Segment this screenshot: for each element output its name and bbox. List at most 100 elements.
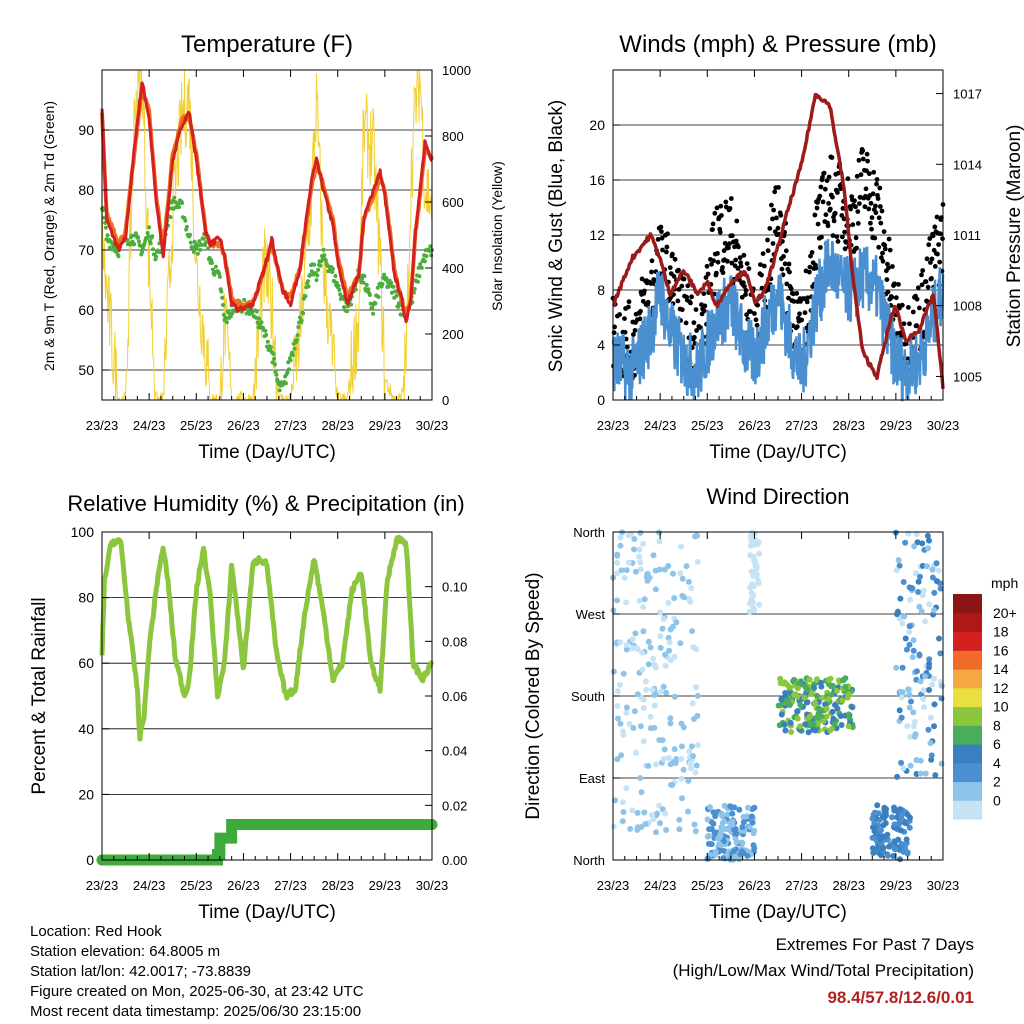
gust-point — [734, 218, 740, 224]
direction-point — [663, 827, 670, 833]
direction-point — [917, 770, 924, 777]
info-location: Location: Red Hook — [30, 923, 162, 940]
direction-point — [884, 852, 891, 859]
direction-point — [673, 619, 680, 626]
dewpoint-point — [305, 279, 310, 284]
dewpoint-point — [180, 201, 185, 205]
gust-point — [659, 235, 665, 241]
dewpoint-point — [389, 290, 394, 295]
colorbar-swatch — [953, 669, 982, 689]
direction-point — [651, 661, 658, 668]
direction-point — [906, 641, 913, 648]
direction-point — [929, 681, 935, 688]
gust-point — [649, 258, 655, 264]
dewpoint-point — [198, 247, 203, 252]
gust-point — [728, 196, 734, 201]
gust-point — [812, 212, 818, 218]
gust-point — [679, 283, 685, 289]
direction-point — [903, 836, 910, 843]
gust-point — [910, 309, 916, 315]
x-tick-label: 23/23 — [86, 878, 119, 893]
direction-point — [906, 623, 913, 630]
dewpoint-point — [296, 325, 301, 330]
direction-point — [692, 828, 699, 835]
direction-point — [783, 697, 790, 704]
gust-point — [744, 261, 750, 266]
direction-point — [893, 567, 900, 574]
gust-point — [676, 267, 681, 273]
direction-point — [717, 842, 724, 849]
gust-point — [781, 254, 786, 259]
gust-point — [820, 174, 825, 180]
dewpoint-point — [148, 241, 153, 246]
dewpoint-point — [231, 308, 236, 313]
direction-point — [907, 596, 914, 603]
gust-point — [915, 285, 921, 291]
direction-point — [657, 820, 663, 827]
dewpoint-point — [265, 339, 270, 344]
direction-point — [787, 719, 794, 726]
direction-point — [744, 813, 750, 820]
direction-point — [687, 760, 694, 767]
dewpoint-point — [391, 284, 396, 289]
direction-point — [916, 603, 923, 610]
direction-point — [650, 552, 657, 559]
direction-point — [681, 594, 687, 601]
dewpoint-point — [308, 273, 313, 277]
gust-point — [935, 251, 940, 257]
dewpoint-point — [368, 301, 373, 306]
gust-point — [788, 286, 794, 292]
gust-point — [874, 177, 880, 182]
gust-point — [857, 201, 862, 207]
direction-point — [831, 721, 838, 728]
y-right-tick-label: 0.00 — [442, 853, 467, 868]
direction-point — [621, 574, 628, 581]
direction-point — [659, 806, 666, 813]
direction-point — [938, 695, 945, 702]
direction-point — [642, 821, 649, 828]
gust-point — [632, 328, 638, 333]
rh-line — [99, 534, 435, 742]
gust-point — [727, 206, 733, 211]
gust-point — [802, 310, 808, 316]
x-tick-label: 27/23 — [785, 878, 818, 893]
y-tick-label: 20 — [78, 786, 94, 802]
colorbar-label: 16 — [993, 642, 1009, 658]
dewpoint-point — [228, 314, 233, 319]
y-right-tick-label: 1008 — [953, 299, 982, 314]
dewpoint-point — [242, 297, 247, 302]
gust-point — [864, 151, 870, 157]
y-tick-label: 20 — [589, 117, 605, 133]
direction-point — [639, 666, 646, 673]
direction-point — [833, 688, 840, 694]
gust-point — [872, 235, 878, 241]
dewpoint-point — [349, 302, 354, 307]
gust-point — [665, 231, 670, 237]
direction-point — [643, 686, 650, 693]
gust-point — [693, 307, 699, 312]
gust-point — [784, 281, 790, 287]
x-tick-label: 25/23 — [180, 878, 213, 893]
direction-point — [917, 573, 923, 580]
direction-point — [823, 713, 830, 720]
gust-point — [876, 244, 882, 250]
direction-point — [931, 723, 937, 730]
winds-pressure-panel: Winds (mph) & Pressure (mb) 0 4 8 12 16 20 100… — [546, 31, 1024, 463]
direction-point — [685, 777, 692, 784]
direction-point — [884, 831, 891, 838]
direction-point — [918, 608, 925, 615]
y-tick-label: 12 — [589, 227, 605, 243]
direction-point — [815, 720, 821, 727]
y-right-tick-label: 0.10 — [442, 580, 467, 595]
direction-point — [718, 827, 725, 834]
direction-point — [899, 620, 906, 627]
dewpoint-point — [191, 250, 196, 254]
colorbar-swatch — [953, 631, 982, 651]
direction-point — [623, 646, 630, 653]
direction-point — [614, 597, 620, 604]
gust-point — [866, 171, 872, 177]
dewpoint-point — [422, 259, 427, 264]
direction-point — [706, 826, 713, 833]
direction-tick-label: West — [576, 607, 606, 622]
direction-point — [631, 536, 638, 542]
